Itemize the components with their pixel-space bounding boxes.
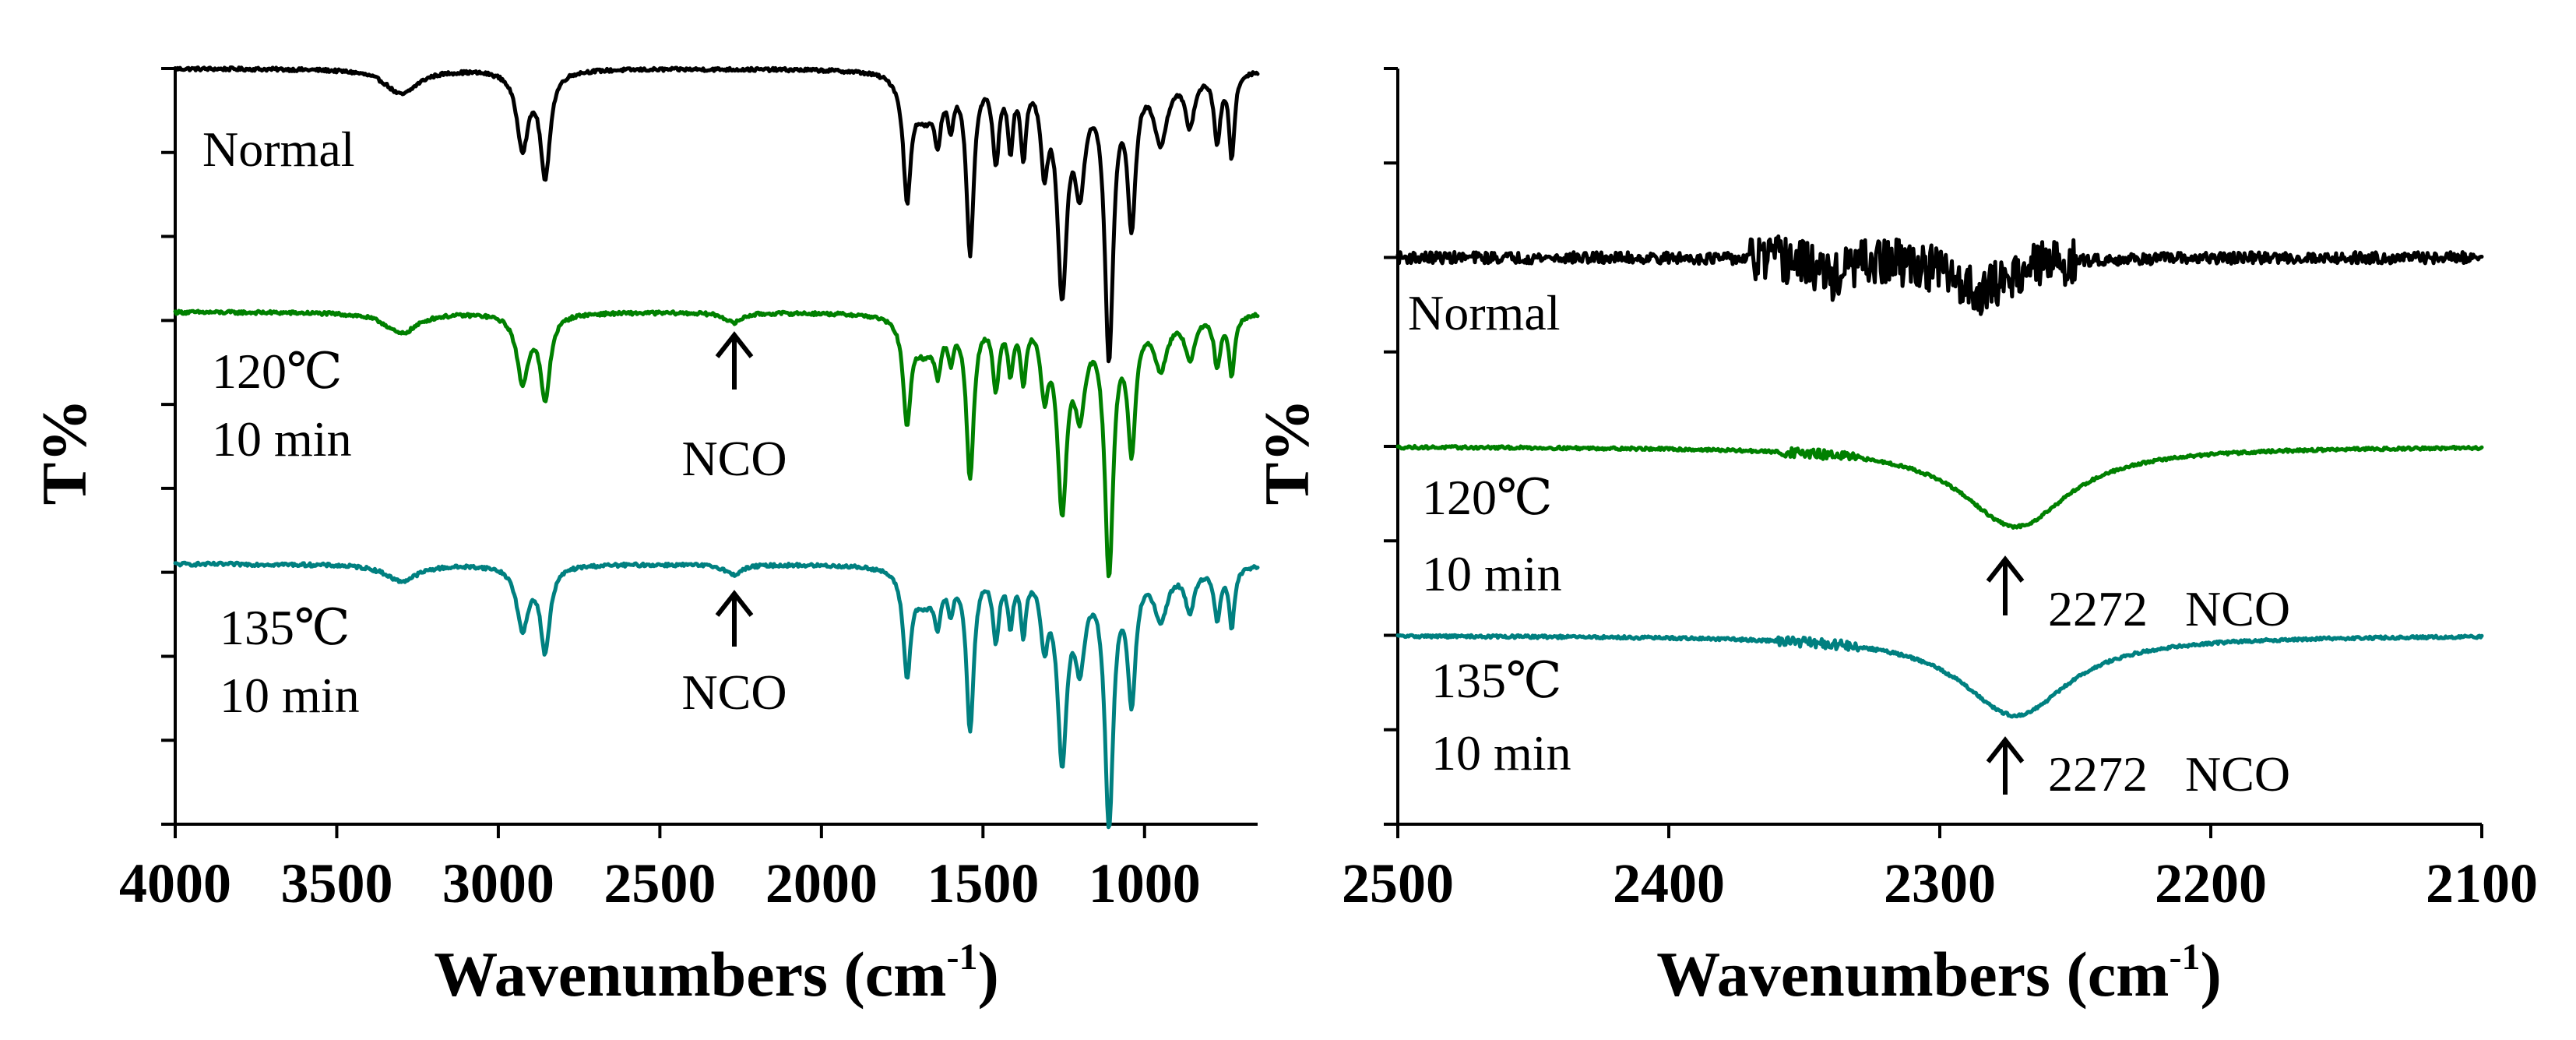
left-series-line-normal [173, 65, 1260, 364]
arrow-up-icon [1986, 736, 2025, 795]
left-label-135-temp: 135℃ [220, 600, 350, 655]
left-x-tick-label: 3500 [280, 852, 392, 915]
right-x-tick-label: 2200 [2155, 852, 2267, 915]
left-y-axis-title: T% [29, 399, 100, 506]
right-x-tick-label: 2400 [1613, 852, 1725, 915]
right-label-135-temp: 135℃ [1431, 653, 1562, 708]
left-label-120-temp: 120℃ [212, 344, 343, 399]
left-series-line-120 [173, 308, 1260, 579]
left-annotation-135-text: NCO [681, 665, 787, 720]
left-x-tick-label: 4000 [119, 852, 231, 915]
right-label-135-time: 10 min [1431, 725, 1571, 781]
left-x-ticks: 4000 3500 3000 2500 2000 1500 1000 [119, 824, 1201, 915]
left-series-line-135 [173, 560, 1260, 830]
left-x-tick-label: 1000 [1089, 852, 1201, 915]
left-label-normal: Normal [202, 122, 355, 177]
left-x-tick-label: 1500 [927, 852, 1039, 915]
right-label-normal: Normal [1408, 285, 1561, 340]
right-series-group [1395, 234, 2484, 719]
left-annotation-120: NCO [681, 331, 787, 486]
right-series-line-135 [1395, 633, 2484, 719]
right-annotation-120: 2272 NCO [1986, 555, 2290, 636]
right-label-120-temp: 120℃ [1422, 470, 1553, 525]
left-annotation-120-text: NCO [681, 431, 787, 486]
right-chart-panel: 2500 2400 2300 2200 2100 Normal 120℃ 10 min … [1251, 67, 2538, 1010]
right-annotation-120-text: 2272 NCO [2048, 581, 2290, 636]
right-annotation-135: 2272 NCO [1986, 736, 2290, 802]
right-annotation-135-text: 2272 NCO [2048, 746, 2290, 802]
left-x-tick-label: 2000 [765, 852, 878, 915]
left-annotation-135: NCO [681, 590, 787, 720]
arrow-up-icon [1986, 555, 2025, 615]
right-label-120-time: 10 min [1422, 546, 1562, 601]
left-x-tick-label: 2500 [604, 852, 716, 915]
right-x-axis-title: Wavenumbers (cm-1) [1656, 936, 2222, 1010]
right-y-ticks [1384, 67, 1398, 826]
arrow-up-icon [715, 590, 754, 647]
left-label-135-time: 10 min [220, 668, 360, 723]
right-x-tick-label: 2100 [2426, 852, 2538, 915]
right-series-line-120 [1395, 443, 2484, 530]
right-y-axis-title: T% [1251, 399, 1322, 506]
right-x-tick-label: 2500 [1342, 852, 1454, 915]
left-x-tick-label: 3000 [442, 852, 554, 915]
right-series-line-normal [1395, 234, 2484, 316]
left-y-ticks [161, 67, 175, 826]
right-x-ticks: 2500 2400 2300 2200 2100 [1342, 824, 2538, 915]
left-chart-panel: 4000 3500 3000 2500 2000 1500 1000 Normal 120℃… [29, 65, 1260, 1010]
arrow-up-icon [715, 331, 754, 390]
left-series-group [173, 65, 1260, 830]
left-x-axis-title: Wavenumbers (cm-1) [434, 936, 999, 1010]
left-label-120-time: 10 min [212, 411, 352, 467]
right-x-tick-label: 2300 [1884, 852, 1996, 915]
